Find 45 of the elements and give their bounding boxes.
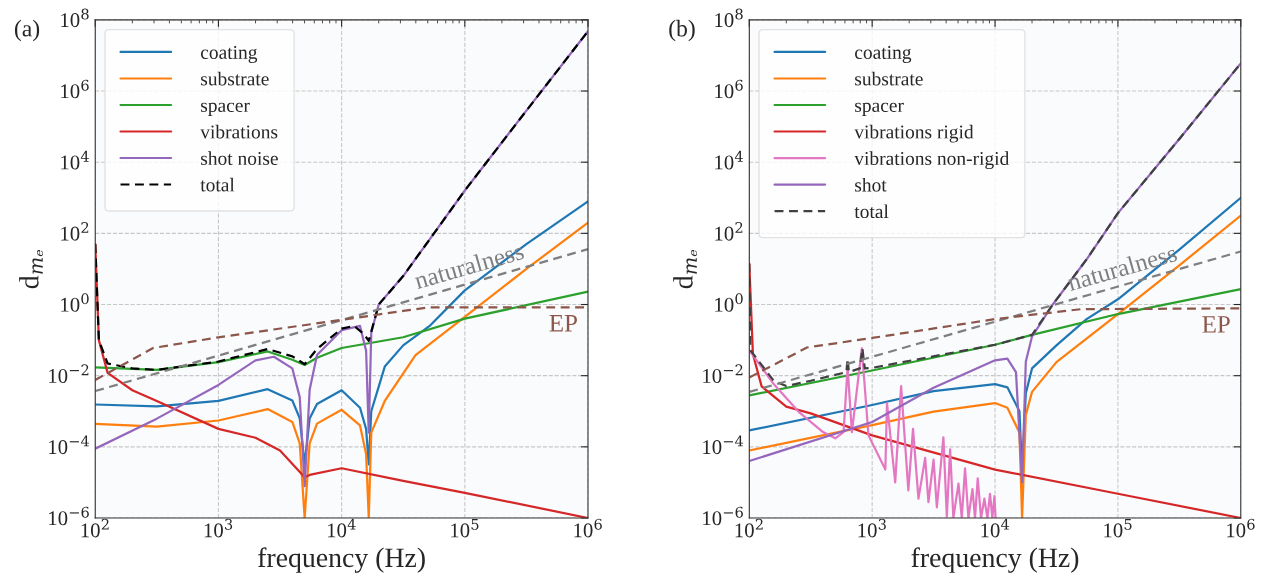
- y-tick-label: 10$^{−2}$: [703, 364, 743, 383]
- y-axis-title: d$_{mₑ}$: [673, 249, 697, 289]
- annotation: EP: [549, 315, 577, 332]
- y-tick-label: 10$^{8}$: [715, 8, 743, 28]
- legend-label: vibrations rigid: [854, 124, 974, 143]
- legend-label: coating: [855, 45, 912, 63]
- legend-label: total: [200, 177, 235, 192]
- x-tick-label: 10$^{3}$: [204, 518, 233, 538]
- y-tick-label: 10$^{4}$: [715, 150, 743, 170]
- y-tick-label: 10$^{8}$: [61, 8, 89, 28]
- annotation: naturalness: [1066, 243, 1178, 292]
- legend-label: shot noise: [201, 151, 278, 165]
- y-tick-label: 10$^{−4}$: [703, 435, 744, 455]
- x-tick-label: 10$^{5}$: [451, 518, 479, 538]
- y-tick-label: 10$^{0}$: [715, 293, 743, 312]
- legend-label: vibrations: [200, 124, 278, 139]
- legend-label: substrate: [855, 71, 923, 86]
- x-tick-label: 10$^{4}$: [327, 518, 356, 538]
- legend-label: coating: [200, 45, 258, 63]
- y-tick-label: 10$^{−2}$: [49, 364, 89, 383]
- y-tick-label: 10$^{2}$: [61, 222, 89, 241]
- y-tick-label: 10$^{2}$: [715, 222, 743, 241]
- y-tick-label: 10$^{4}$: [61, 150, 89, 170]
- y-tick-label: 10$^{−4}$: [49, 435, 90, 455]
- x-tick-label: 10$^{3}$: [858, 518, 886, 538]
- legend-label: shot: [855, 177, 887, 192]
- x-tick-label: 10$^{5}$: [1104, 518, 1132, 538]
- y-tick-label: 10$^{6}$: [715, 79, 743, 99]
- y-tick-label: 10$^{6}$: [61, 79, 89, 99]
- annotation: EP: [1202, 316, 1230, 333]
- x-tick-label: 10$^{4}$: [981, 518, 1010, 538]
- y-tick-label: 10$^{0}$: [61, 293, 89, 312]
- legend-label: spacer: [201, 102, 250, 116]
- legend-label: total: [854, 204, 889, 219]
- x-tick-label: 10$^{6}$: [1227, 518, 1255, 538]
- chart-title: (b): [669, 19, 695, 42]
- legend-label: vibrations non-rigid: [854, 151, 1010, 170]
- legend-label: substrate: [201, 71, 269, 86]
- x-axis-title: frequency (Hz): [258, 547, 425, 573]
- x-tick-label: 10$^{6}$: [574, 518, 602, 538]
- legend-label: spacer: [855, 102, 904, 116]
- y-axis-title: d$_{mₑ}$: [19, 249, 43, 289]
- x-axis-title: frequency (Hz): [911, 547, 1079, 573]
- annotation: naturalness: [413, 241, 525, 290]
- chart-title: (a): [14, 19, 40, 42]
